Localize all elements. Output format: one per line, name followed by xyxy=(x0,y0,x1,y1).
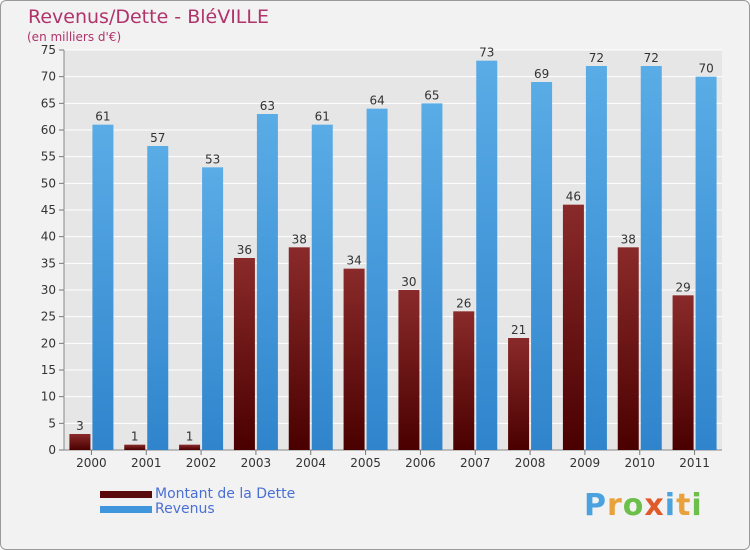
bar-revenue xyxy=(585,66,607,450)
bar-revenue xyxy=(531,82,553,450)
data-label-revenue: 73 xyxy=(479,46,494,60)
data-label-debt: 30 xyxy=(401,275,416,289)
legend-label-debt: Montant de la Dette xyxy=(155,486,296,502)
logo-letter: t xyxy=(676,488,692,523)
data-label-debt: 3 xyxy=(76,419,84,433)
y-tick-label: 30 xyxy=(41,283,56,297)
y-tick-label: 15 xyxy=(41,363,56,377)
bar-debt xyxy=(562,204,584,450)
bar-revenue xyxy=(695,76,717,451)
y-tick-label: 60 xyxy=(41,123,56,137)
bar-revenue xyxy=(256,114,278,450)
y-tick-label: 65 xyxy=(41,96,56,110)
x-tick-label: 2010 xyxy=(624,456,655,470)
bar-debt xyxy=(288,247,310,450)
x-tick-label: 2008 xyxy=(515,456,546,470)
data-label-debt: 34 xyxy=(346,254,361,268)
bar-revenue xyxy=(476,60,498,451)
legend-swatch-debt xyxy=(100,490,152,498)
data-label-revenue: 57 xyxy=(150,131,165,145)
data-label-revenue: 53 xyxy=(205,152,220,166)
data-label-revenue: 61 xyxy=(315,110,330,124)
data-label-revenue: 69 xyxy=(534,67,549,81)
bar-revenue xyxy=(147,146,169,450)
bar-debt xyxy=(179,444,201,450)
data-label-revenue: 70 xyxy=(698,62,713,76)
data-label-debt: 29 xyxy=(675,280,690,294)
x-tick-label: 2003 xyxy=(241,456,272,470)
x-tick-label: 2002 xyxy=(186,456,217,470)
bar-debt xyxy=(343,268,365,450)
y-tick-label: 70 xyxy=(41,70,56,84)
bar-revenue xyxy=(640,66,662,450)
logo-letter: o xyxy=(622,488,645,523)
bar-revenue xyxy=(421,103,443,450)
y-tick-label: 5 xyxy=(48,416,56,430)
legend-item-revenue: Revenus xyxy=(100,501,215,517)
data-label-revenue: 61 xyxy=(95,110,110,124)
y-tick-label: 10 xyxy=(41,390,56,404)
logo-letter: r xyxy=(607,488,623,523)
y-tick-label: 40 xyxy=(41,230,56,244)
bar-revenue xyxy=(366,108,388,451)
bar-debt xyxy=(453,311,475,450)
y-tick-label: 35 xyxy=(41,256,56,270)
bar-revenue xyxy=(92,124,114,451)
legend-label-revenue: Revenus xyxy=(155,501,215,517)
data-label-debt: 46 xyxy=(566,190,581,204)
legend-item-debt: Montant de la Dette xyxy=(100,486,295,502)
plot-area xyxy=(64,50,722,450)
proxiti-logo: Proxiti xyxy=(584,488,703,523)
x-tick-label: 2004 xyxy=(295,456,326,470)
y-tick-label: 55 xyxy=(41,150,56,164)
data-label-debt: 38 xyxy=(292,232,307,246)
logo-letter: i xyxy=(664,488,677,523)
logo-letter: x xyxy=(644,488,665,523)
x-tick-label: 2001 xyxy=(131,456,162,470)
data-label-debt: 26 xyxy=(456,296,471,310)
x-tick-label: 2000 xyxy=(76,456,107,470)
data-label-debt: 1 xyxy=(131,430,139,444)
x-tick-label: 2011 xyxy=(679,456,710,470)
data-label-debt: 38 xyxy=(621,232,636,246)
y-tick-label: 25 xyxy=(41,310,56,324)
chart-subtitle: (en milliers d'€) xyxy=(27,30,122,44)
bar-debt xyxy=(233,258,255,450)
data-label-debt: 36 xyxy=(237,243,252,257)
bar-debt xyxy=(398,290,420,450)
data-label-debt: 1 xyxy=(186,430,194,444)
y-tick-label: 75 xyxy=(41,43,56,57)
data-label-revenue: 72 xyxy=(589,51,604,65)
x-tick-label: 2005 xyxy=(350,456,381,470)
data-label-revenue: 72 xyxy=(644,51,659,65)
bar-revenue xyxy=(311,124,333,451)
data-label-revenue: 63 xyxy=(260,99,275,113)
logo-letter: P xyxy=(584,488,607,523)
x-tick-label: 2006 xyxy=(405,456,436,470)
data-label-debt: 21 xyxy=(511,323,526,337)
legend-swatch-revenue xyxy=(100,505,152,513)
y-tick-label: 20 xyxy=(41,336,56,350)
logo-letter: i xyxy=(691,488,703,523)
bar-revenue xyxy=(202,167,224,451)
bar-debt xyxy=(69,434,91,450)
data-label-revenue: 65 xyxy=(424,88,439,102)
y-tick-label: 0 xyxy=(48,443,56,457)
bar-debt xyxy=(124,444,146,450)
x-tick-label: 2007 xyxy=(460,456,491,470)
data-label-revenue: 64 xyxy=(369,94,384,108)
chart-title: Revenus/Dette - BléVILLE xyxy=(28,6,269,28)
x-tick-label: 2009 xyxy=(570,456,601,470)
bar-debt xyxy=(672,295,694,450)
y-tick-label: 50 xyxy=(41,176,56,190)
bar-debt xyxy=(617,247,639,450)
y-tick-label: 45 xyxy=(41,203,56,217)
bar-debt xyxy=(508,338,530,450)
